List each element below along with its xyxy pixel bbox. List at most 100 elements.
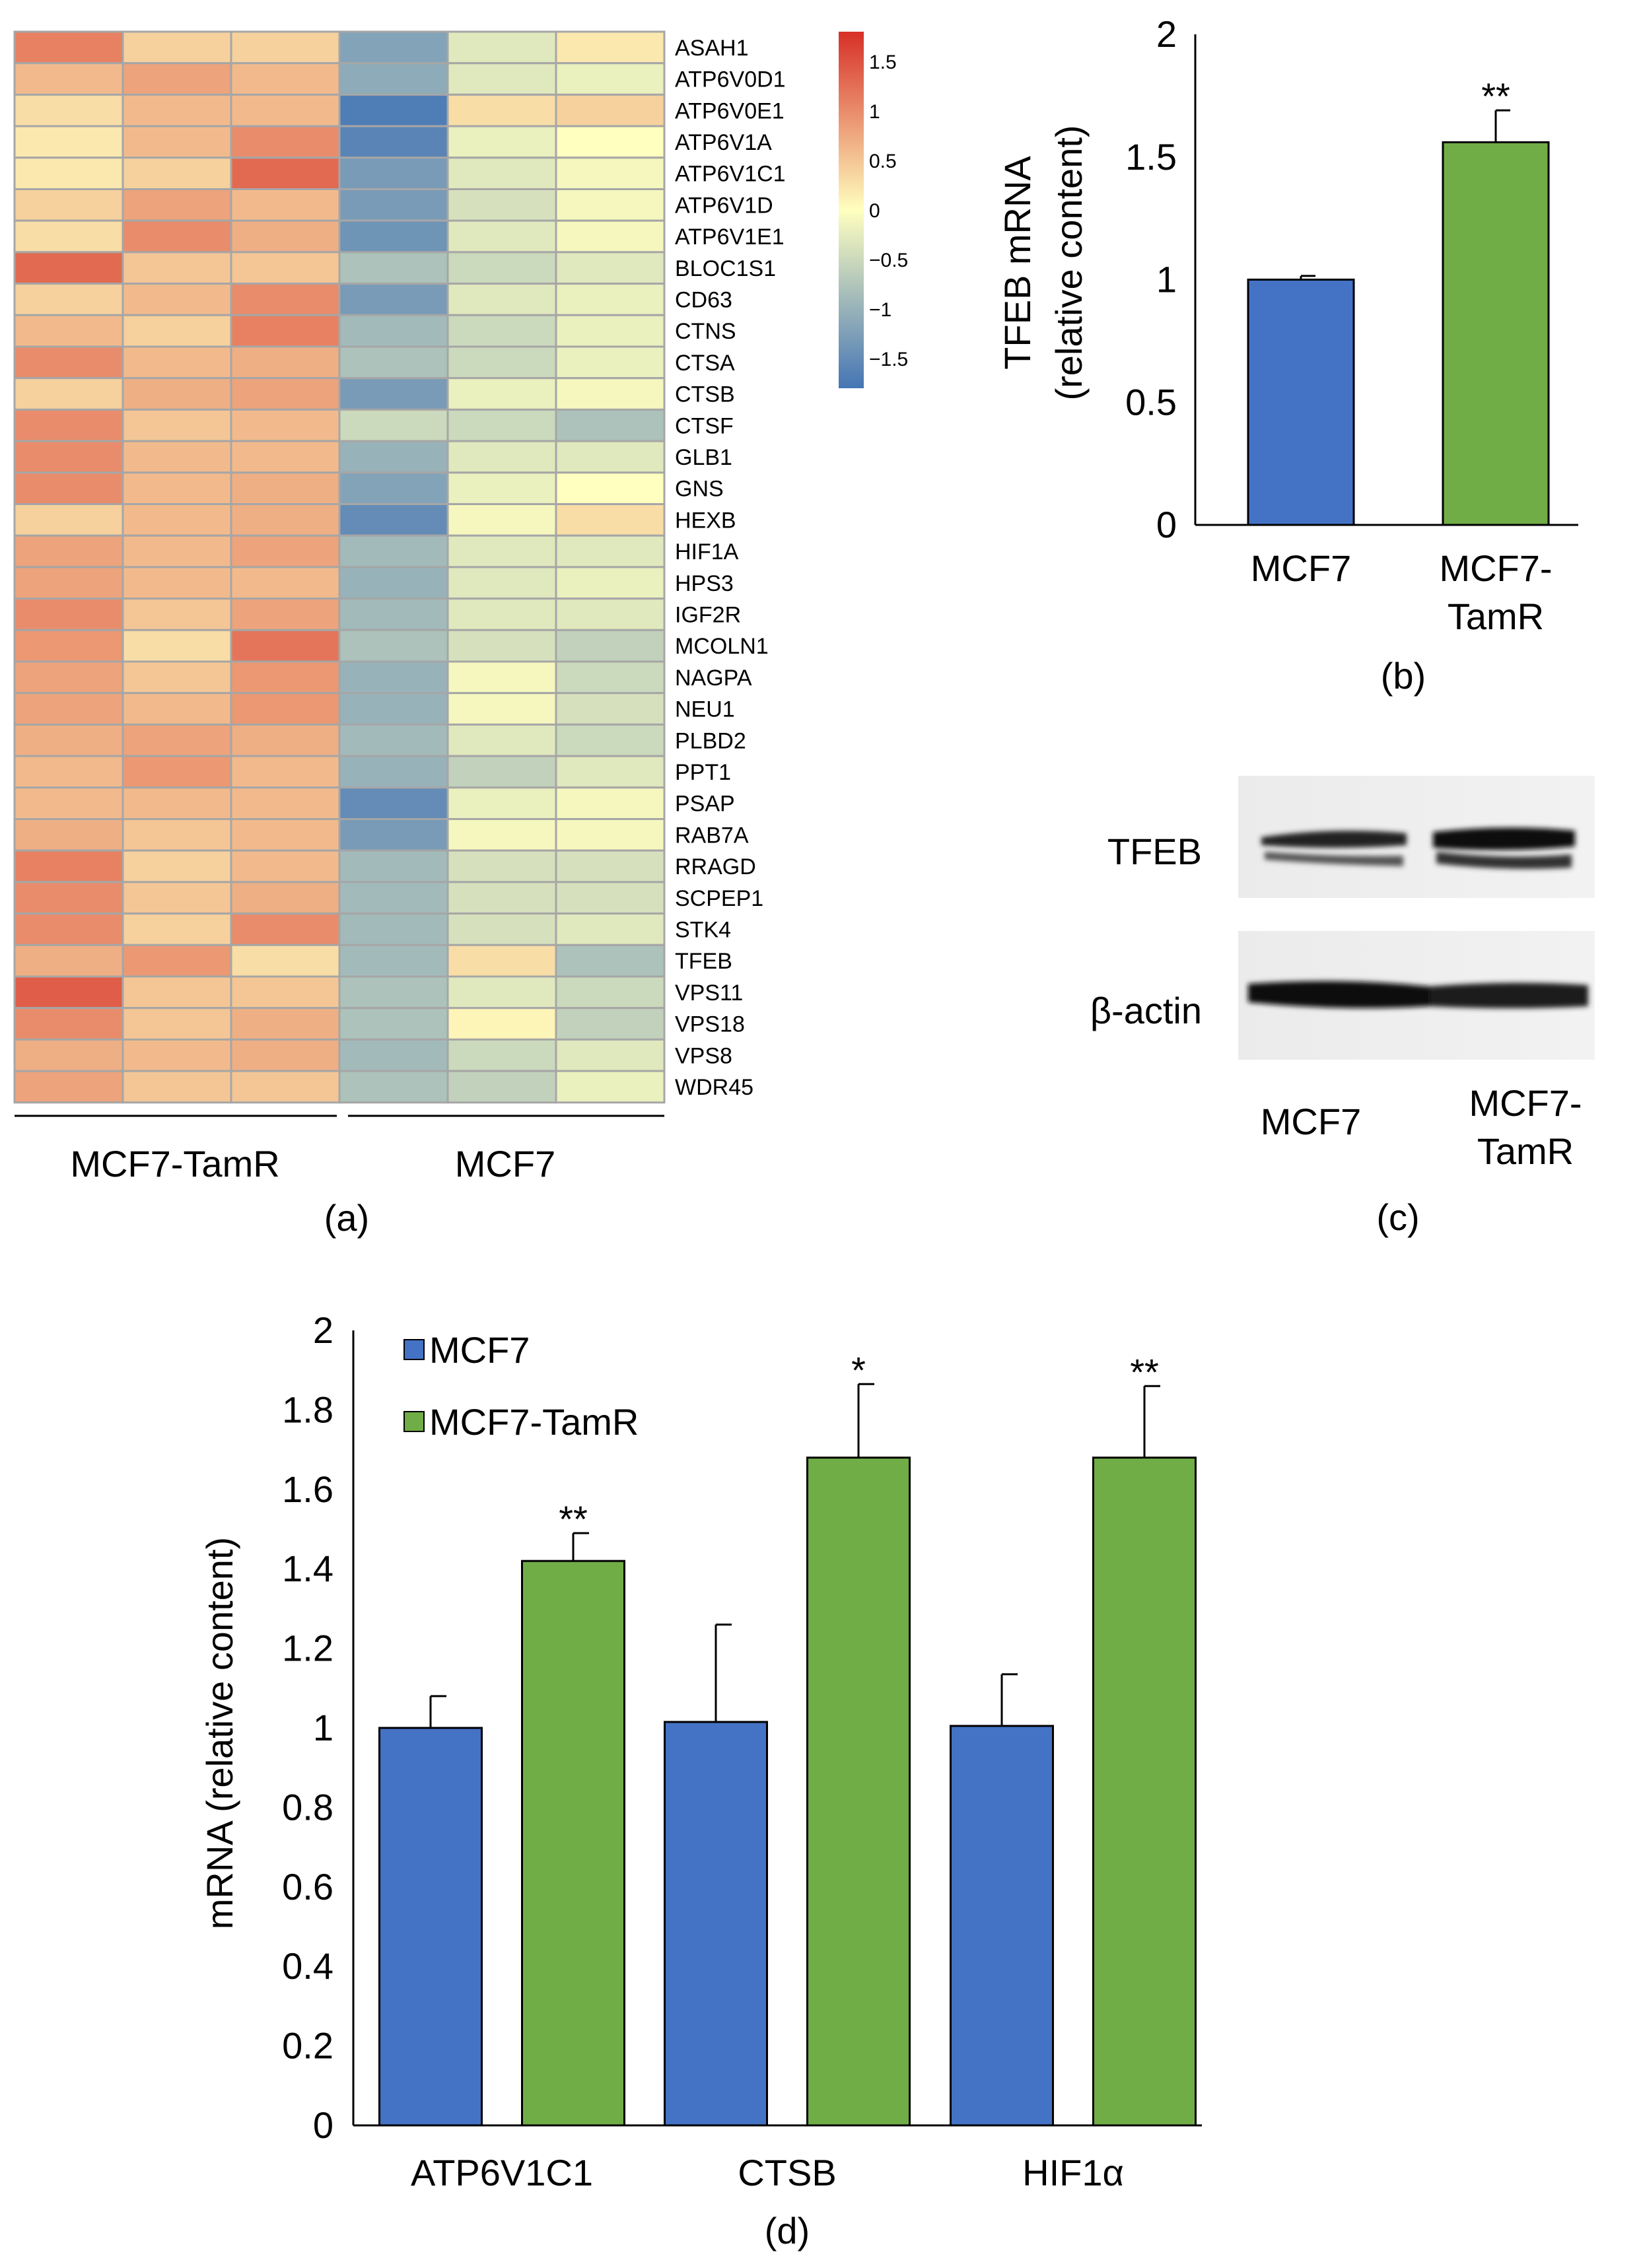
heatmap-cell — [338, 62, 449, 96]
heatmap-cell — [230, 629, 341, 663]
heatmap-cell — [122, 503, 232, 537]
gene-label: WDR45 — [675, 1075, 753, 1100]
heatmap-cell — [230, 345, 341, 380]
heatmap-cell — [338, 818, 449, 852]
heatmap-cell — [446, 440, 557, 474]
heatmap-cell — [555, 660, 666, 695]
heatmap-cell — [122, 975, 232, 1010]
actin-band-tamr — [1430, 982, 1588, 1008]
d-ytick-label: 2 — [313, 1309, 333, 1351]
caption-d: (d) — [765, 2210, 810, 2251]
heatmap-cell — [555, 723, 666, 757]
d-ytick-label: 1.4 — [282, 1548, 333, 1589]
heatmap-cell — [13, 93, 124, 127]
gene-label: HEXB — [675, 508, 736, 533]
heatmap-cell — [555, 93, 666, 127]
heatmap-cell — [555, 188, 666, 222]
heatmap-cell — [122, 566, 232, 600]
heatmap-cell — [338, 944, 449, 978]
gene-label: IGF2R — [675, 602, 741, 627]
heatmap-cell — [446, 944, 557, 978]
heatmap-cell — [122, 408, 232, 442]
gene-label: SCPEP1 — [675, 886, 763, 911]
heatmap-cell — [446, 660, 557, 695]
gene-label: HIF1A — [675, 539, 739, 565]
heatmap-cell — [338, 1038, 449, 1072]
heatmap-cell — [122, 755, 232, 789]
b-bar — [1247, 279, 1355, 526]
blot-bands — [1248, 827, 1588, 1008]
gene-label: ATP6V1A — [675, 130, 772, 155]
heatmap-cell — [555, 1007, 666, 1041]
heatmap-cell — [555, 818, 666, 852]
tfeb-band-mcf7-upper — [1261, 831, 1407, 848]
d-bar — [950, 1725, 1054, 2127]
heatmap-cell — [13, 912, 124, 946]
heatmap-cell — [446, 1038, 557, 1072]
heatmap-cell — [13, 125, 124, 159]
heatmap-cell — [446, 125, 557, 159]
heatmap-cell — [122, 849, 232, 883]
heatmap-cell — [230, 408, 341, 442]
b-bars: ** — [1247, 75, 1550, 526]
heatmap-cell — [230, 1070, 341, 1104]
heatmap-cell — [122, 534, 232, 568]
heatmap-cell — [230, 188, 341, 222]
heatmap-cell — [338, 471, 449, 505]
heatmap-cell — [230, 377, 341, 411]
heatmap-cell — [555, 944, 666, 978]
gene-label: RAB7A — [675, 823, 749, 848]
heatmap-cell — [338, 598, 449, 631]
heatmap-cell — [555, 975, 666, 1010]
heatmap-cell — [555, 849, 666, 883]
colorbar-ticks: 1.5 1 0.5 0 −0.5 −1 −1.5 — [869, 52, 908, 370]
gene-label: PSAP — [675, 792, 735, 817]
heatmap-cell — [446, 345, 557, 380]
b-ytick-label: 1.5 — [1125, 136, 1177, 178]
heatmap-cell — [338, 440, 449, 474]
heatmap-cell — [446, 156, 557, 191]
heatmap-cell — [338, 566, 449, 600]
gene-label: ATP6V0E1 — [675, 98, 785, 123]
heatmap-cell — [338, 849, 449, 883]
heatmap-cell — [13, 440, 124, 474]
heatmap-cell — [446, 598, 557, 631]
heatmap-cell — [446, 1007, 557, 1041]
d-ytick-label: 0.8 — [282, 1786, 333, 1828]
heatmap-colorbar: 1.5 1 0.5 0 −0.5 −1 −1.5 — [839, 32, 908, 388]
heatmap-cell — [230, 125, 341, 159]
d-ytick-label: 1.2 — [282, 1628, 333, 1669]
heatmap-cell — [230, 944, 341, 978]
heatmap-cells — [13, 30, 666, 1104]
d-xtick-label: HIF1α — [1022, 2152, 1124, 2193]
heatmap-cell — [555, 755, 666, 789]
heatmap-cell — [338, 881, 449, 915]
b-ytick-label: 0 — [1156, 504, 1177, 545]
heatmap-cell — [230, 219, 341, 254]
heatmap-cell — [555, 377, 666, 411]
heatmap-cell — [555, 251, 666, 285]
heatmap-cell — [122, 93, 232, 127]
gene-label: ATP6V1E1 — [675, 224, 785, 250]
heatmap-cell — [122, 629, 232, 663]
tfeb-band-tamr-lower — [1436, 852, 1572, 869]
heatmap-cell — [122, 723, 232, 757]
colorbar-tick-label: 0 — [869, 200, 880, 222]
heatmap-cell — [13, 660, 124, 695]
heatmap-cell — [446, 188, 557, 222]
heatmap-cell — [230, 1007, 341, 1041]
heatmap-cell — [446, 314, 557, 348]
heatmap-cell — [446, 566, 557, 600]
heatmap-cell — [338, 345, 449, 380]
tfeb-bar-chart: 0 0.5 1 1.5 2 TFEB mRNA (relative content) *… — [996, 13, 1578, 697]
heatmap-cell — [13, 849, 124, 883]
heatmap-cell — [13, 723, 124, 757]
heatmap-cell — [446, 62, 557, 96]
blot-lane-tamr-line1: MCF7- — [1469, 1082, 1582, 1124]
heatmap-cell — [555, 471, 666, 505]
heatmap-cell — [446, 629, 557, 663]
b-xtick-label: TamR — [1448, 596, 1544, 637]
heatmap-cell — [338, 723, 449, 757]
heatmap-cell — [555, 1070, 666, 1104]
heatmap-cell — [122, 598, 232, 631]
